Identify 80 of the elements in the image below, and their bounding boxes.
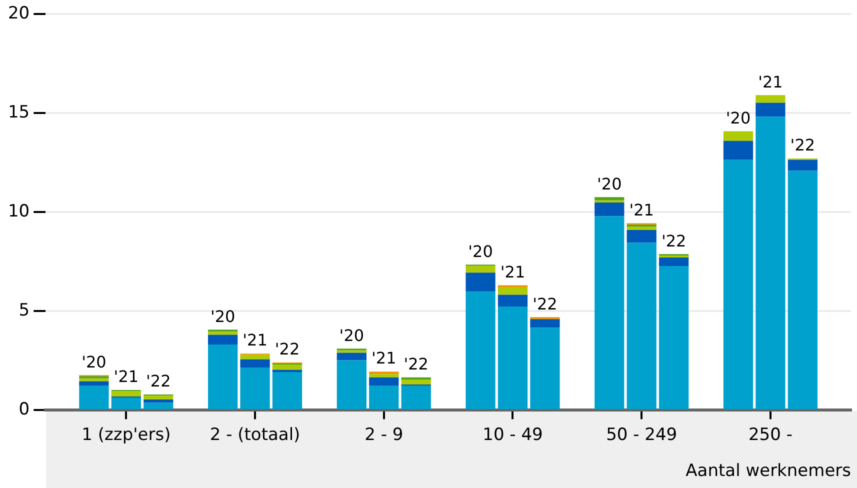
bar [369,372,399,374]
bar [111,391,141,397]
y-tick-label: 10 [8,202,30,222]
bar [401,377,431,380]
bar [498,294,528,306]
bar [336,352,366,360]
x-tick-label: 1 (zzp'ers) [82,424,171,445]
annotation: '21 [372,348,396,368]
y-tick-label: 20 [8,4,30,24]
x-tick-label: 2 - (totaal) [210,424,300,445]
annotation: '20 [210,306,236,326]
annotation: '22 [404,354,428,374]
bar [723,160,754,410]
y-tick-label: 5 [18,300,30,321]
bar [530,328,560,410]
bar [788,170,818,410]
bar [756,102,786,117]
annotation: '20 [726,108,751,128]
bar [369,374,399,378]
bar [498,306,528,410]
bar [498,287,528,295]
bar [336,360,366,410]
bar [240,359,270,368]
bar [659,258,689,266]
bar [626,242,656,410]
annotation: '21 [242,330,268,350]
bar [79,386,109,410]
annotation: '21 [758,72,783,92]
annotation: '22 [274,340,300,359]
bar [756,95,786,103]
annotation: '22 [661,231,686,250]
annotation: '21 [500,262,526,282]
bar [369,377,399,386]
bar [208,332,238,335]
bar [272,364,302,370]
x-tick-label: 50 - 249 [606,424,678,445]
bar [240,354,270,360]
annotation: '22 [532,294,558,314]
bar [723,131,754,141]
bar [111,398,141,410]
y-tick-label: 15 [8,102,30,123]
bar [756,116,786,410]
bar [208,344,238,410]
annotation: '20 [82,352,106,372]
y-tick-label: 0 [18,400,30,420]
annotation: '22 [790,136,816,155]
bar [336,350,366,353]
bar [659,266,689,410]
x-tick-label: 10 - 49 [482,424,543,445]
x-axis-title: Aantal werknemers [686,461,852,482]
bar [530,319,560,328]
bar [594,202,624,216]
bar [594,197,624,200]
bar [79,381,109,386]
bar [594,216,624,410]
bar [788,160,818,171]
bar [144,400,174,403]
bar [208,334,238,344]
x-tick-label: 250 - [748,424,792,445]
bar [369,386,399,410]
bar [626,226,656,230]
x-tick-label: 2 - 9 [364,424,404,445]
bar [272,372,302,410]
bar [144,396,174,400]
annotation: '20 [468,242,493,261]
annotation: '20 [339,326,364,345]
annotation: '20 [597,174,622,194]
bar [723,140,754,160]
bar [401,380,431,384]
bar [144,402,174,410]
annotation: '21 [629,200,654,220]
bar [79,378,109,382]
bar [466,266,496,273]
bar [466,292,496,410]
annotation: '21 [114,367,139,386]
bar [401,386,431,410]
annotation: '22 [146,372,171,391]
bar [626,230,656,243]
bar [466,272,496,292]
bar [240,368,270,410]
